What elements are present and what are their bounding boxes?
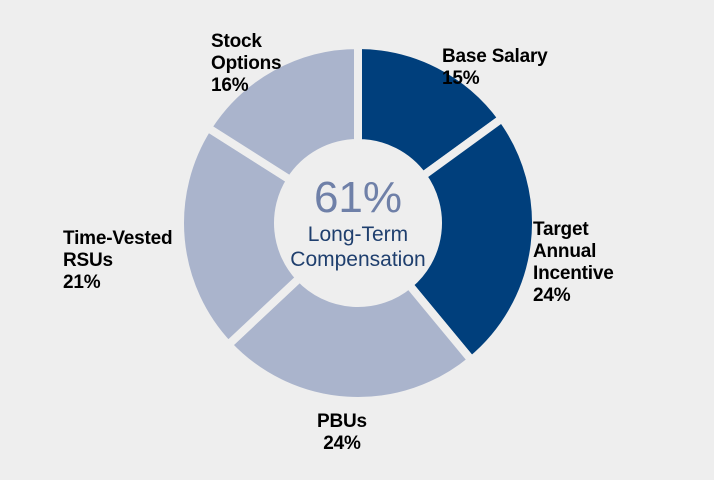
label-stock-pct: 16% bbox=[211, 75, 249, 96]
label-time-vested-rsus: Time-Vested RSUs 21% bbox=[63, 228, 173, 294]
label-target-line2: Annual bbox=[533, 241, 597, 262]
label-base-salary-name: Base Salary bbox=[442, 46, 548, 67]
label-pbus-name: PBUs bbox=[317, 411, 367, 432]
slice-stock-options bbox=[202, 40, 362, 186]
center-callout: 61% Long-Term Compensation bbox=[262, 174, 454, 272]
slice-pbus bbox=[222, 272, 478, 405]
label-target-annual-incentive: Target Annual Incentive 24% bbox=[533, 219, 614, 307]
label-pbus: PBUs 24% bbox=[317, 411, 367, 455]
label-stock-line1: Stock bbox=[211, 31, 262, 52]
label-rsus-line1: Time-Vested bbox=[63, 228, 173, 249]
label-base-salary: Base Salary 15% bbox=[442, 46, 548, 90]
center-caption-line1: Long-Term bbox=[307, 223, 409, 246]
slice-time-vested-rsus bbox=[176, 122, 306, 351]
label-base-salary-pct: 15% bbox=[442, 68, 480, 89]
label-pbus-pct: 24% bbox=[323, 433, 361, 454]
label-target-pct: 24% bbox=[533, 285, 571, 306]
label-target-line3: Incentive bbox=[533, 263, 614, 284]
label-rsus-line2: RSUs bbox=[63, 250, 113, 271]
center-caption-line2: Compensation bbox=[290, 248, 426, 271]
slice-target-annual-incentive bbox=[403, 112, 540, 366]
label-stock-options: Stock Options 16% bbox=[211, 31, 282, 97]
label-target-line1: Target bbox=[533, 219, 589, 240]
label-stock-line2: Options bbox=[211, 53, 282, 74]
donut-hole bbox=[282, 147, 434, 299]
label-rsus-pct: 21% bbox=[63, 272, 101, 293]
center-value: 61% bbox=[313, 173, 403, 222]
